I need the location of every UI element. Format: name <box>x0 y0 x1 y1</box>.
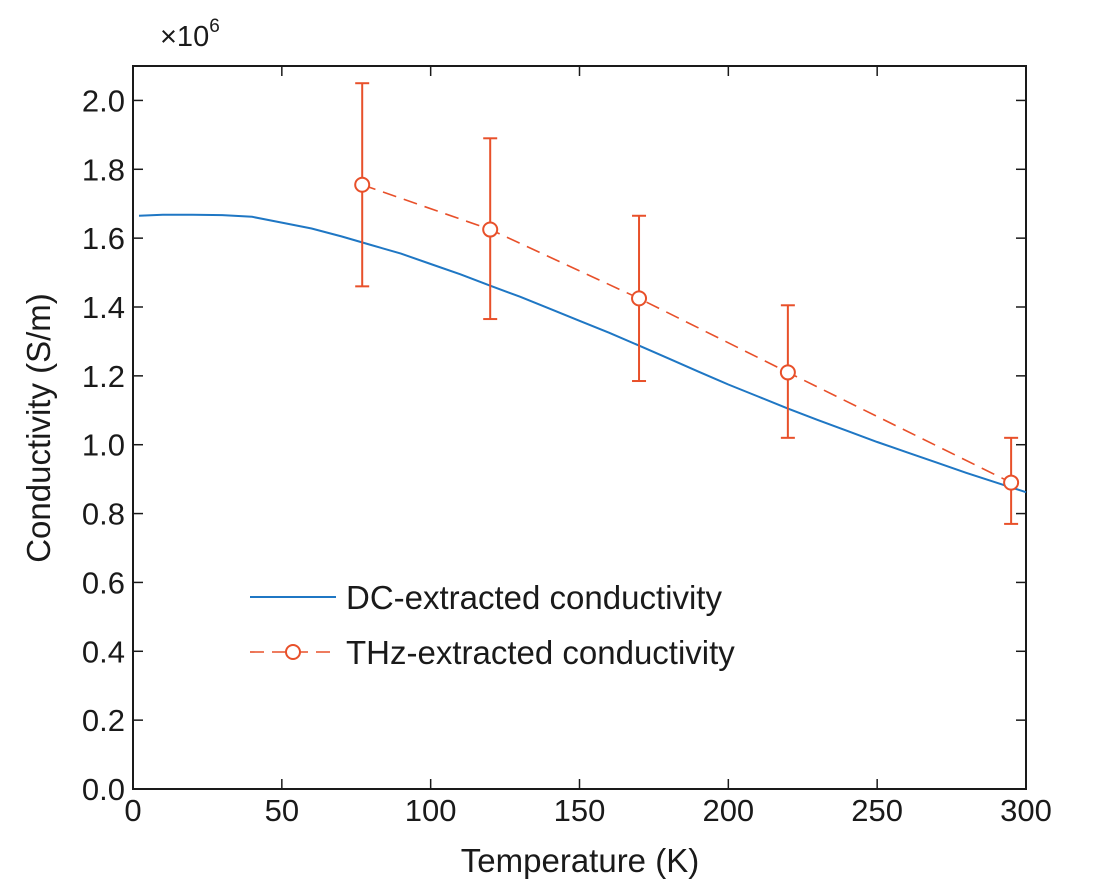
x-axis-label: Temperature (K) <box>461 842 699 879</box>
x-tick-label: 250 <box>851 793 903 828</box>
y-tick-label: 0.6 <box>82 565 125 600</box>
y-multiplier: ×106 <box>160 16 220 53</box>
x-tick-label: 100 <box>405 793 457 828</box>
x-tick-label: 50 <box>265 793 299 828</box>
y-tick-label: 1.4 <box>82 290 125 325</box>
legend-thz-label: THz-extracted conductivity <box>346 634 735 671</box>
plot-area <box>132 65 1027 790</box>
y-tick-label: 1.6 <box>82 221 125 256</box>
data-point <box>631 290 648 307</box>
series-layer <box>138 82 1027 525</box>
data-point <box>482 221 499 238</box>
legend-dc-label: DC-extracted conductivity <box>346 579 722 616</box>
data-point <box>1003 474 1020 491</box>
y-axis-label: Conductivity (S/m) <box>20 293 57 563</box>
y-tick-label: 1.2 <box>82 359 125 394</box>
x-tick-label: 300 <box>1000 793 1052 828</box>
y-tick-label: 0.4 <box>82 634 125 669</box>
data-point <box>779 364 796 381</box>
series-line-0 <box>138 213 1027 494</box>
y-tick-label: 0.8 <box>82 497 125 532</box>
y-tick-label: 0.0 <box>82 772 125 807</box>
y-axis: 0.0 0.2 0.4 0.6 0.8 1.0 1.2 1.4 1.6 1.8 2.0 <box>82 83 1026 807</box>
y-tick-label: 2.0 <box>82 83 125 118</box>
x-tick-label: 0 <box>124 793 141 828</box>
y-tick-label: 1.0 <box>82 428 125 463</box>
x-axis: 0 50 100 150 200 250 300 <box>124 66 1052 828</box>
y-tick-label: 1.8 <box>82 152 125 187</box>
legend: DC-extracted conductivity THz-extracted … <box>250 579 735 671</box>
y-tick-label: 0.2 <box>82 703 125 738</box>
x-tick-label: 150 <box>554 793 606 828</box>
x-tick-label: 200 <box>702 793 754 828</box>
data-point <box>354 176 371 193</box>
legend-thz-marker <box>285 644 301 660</box>
